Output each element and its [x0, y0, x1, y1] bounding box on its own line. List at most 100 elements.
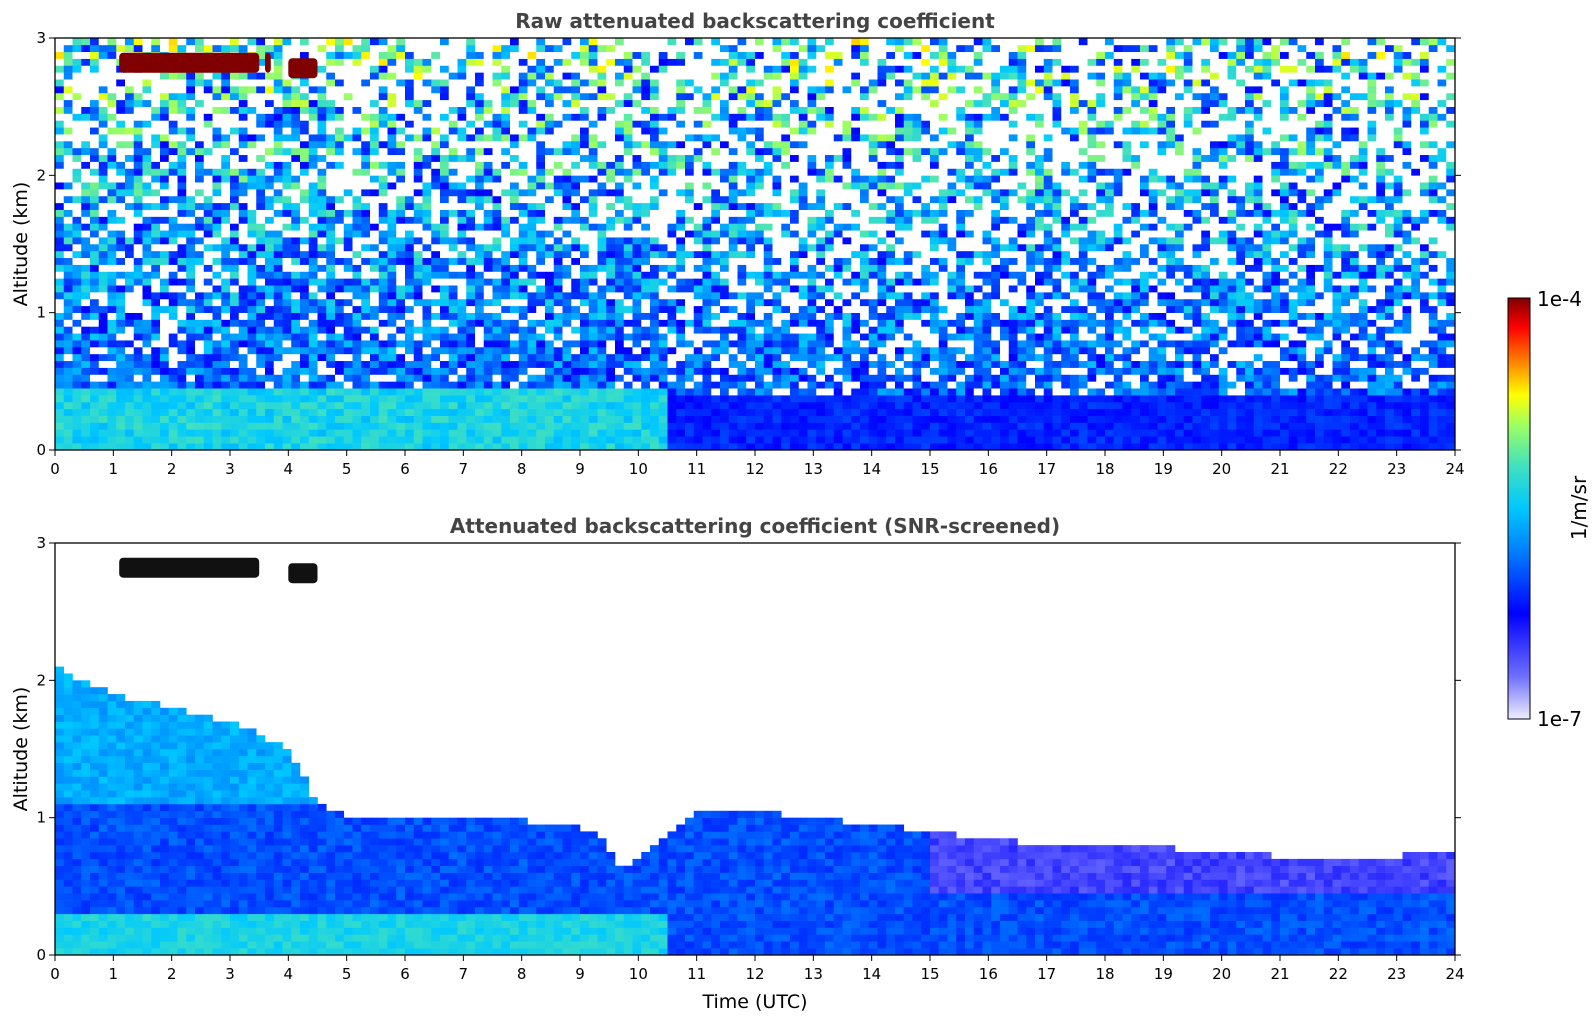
heatmap-cell [352, 395, 362, 403]
heatmap-cell [702, 429, 712, 437]
heatmap-cell [317, 401, 327, 410]
heatmap-cell [125, 175, 135, 183]
heatmap-cell [107, 65, 117, 73]
heatmap-cell [352, 202, 362, 210]
heatmap-cell [282, 189, 292, 197]
heatmap-cell [466, 92, 476, 101]
heatmap-cell [545, 99, 555, 107]
heatmap-cell [658, 230, 668, 238]
heatmap-cell [536, 298, 546, 307]
heatmap-cell [221, 333, 231, 341]
heatmap-cell [300, 230, 310, 238]
heatmap-cell [641, 175, 651, 183]
heatmap-cell [317, 278, 327, 286]
heatmap-cell [755, 127, 765, 135]
heatmap-cell [177, 312, 187, 320]
heatmap-cell [658, 312, 668, 320]
heatmap-cell [510, 38, 520, 46]
heatmap-cell [273, 367, 283, 375]
heatmap-cell [466, 312, 476, 320]
heatmap-cell [562, 168, 572, 176]
heatmap-cell [737, 195, 747, 204]
heatmap-cell [81, 72, 91, 80]
heatmap-cell [431, 326, 441, 334]
heatmap-cell [203, 408, 213, 416]
heatmap-cell [413, 347, 423, 355]
heatmap-cell [448, 141, 458, 149]
heatmap-cell [203, 285, 213, 293]
heatmap-cell [693, 38, 703, 46]
heatmap-cell [343, 429, 353, 437]
heatmap-cell [448, 429, 458, 437]
heatmap-cell [98, 189, 108, 197]
heatmap-cell [335, 347, 345, 355]
heatmap-cell [623, 216, 633, 224]
heatmap-cell [650, 408, 660, 416]
heatmap-cell [55, 44, 65, 53]
heatmap-cell [405, 244, 415, 252]
heatmap-cell [370, 415, 380, 423]
heatmap-cell [405, 408, 415, 416]
heatmap-cell [772, 127, 782, 135]
heatmap-cell [177, 257, 187, 265]
heatmap-cell [221, 168, 231, 176]
heatmap-cell [282, 292, 292, 300]
heatmap-cell [195, 106, 205, 114]
heatmap-cell [72, 113, 82, 121]
heatmap-cell [300, 79, 310, 87]
heatmap-cell [396, 154, 406, 162]
heatmap-cell [335, 312, 345, 320]
heatmap-cell [553, 38, 563, 46]
heatmap-cell [221, 401, 231, 410]
heatmap-cell [273, 209, 283, 217]
heatmap-cell [650, 134, 660, 142]
heatmap-cell [72, 312, 82, 320]
heatmap-cell [588, 195, 598, 204]
heatmap-cell [545, 436, 555, 444]
heatmap-cell [475, 127, 485, 135]
heatmap-cell [623, 44, 633, 53]
heatmap-cell [221, 388, 231, 396]
heatmap-cell [772, 415, 782, 423]
heatmap-cell [606, 422, 616, 430]
heatmap-cell [151, 230, 161, 238]
heatmap-cell [63, 388, 73, 396]
heatmap-cell [693, 147, 703, 156]
heatmap-cell [431, 230, 441, 238]
heatmap-cell [615, 106, 625, 114]
heatmap-cell [265, 189, 275, 197]
heatmap-cell [650, 147, 660, 156]
heatmap-cell [282, 134, 292, 142]
heatmap-cell [405, 195, 415, 204]
heatmap-cell [107, 415, 117, 423]
heatmap-cell [282, 99, 292, 107]
heatmap-cell [553, 147, 563, 156]
heatmap-cell [177, 230, 187, 238]
heatmap-cell [518, 168, 528, 176]
heatmap-cell [440, 422, 450, 430]
heatmap-cell [133, 436, 143, 444]
heatmap-cell [422, 72, 432, 80]
heatmap-cell [343, 120, 353, 128]
heatmap-cell [300, 360, 310, 368]
heatmap-cell [492, 292, 502, 300]
heatmap-cell [212, 79, 222, 87]
heatmap-cell [755, 86, 765, 94]
heatmap-cell [151, 161, 161, 169]
heatmap-cell [746, 333, 756, 341]
heatmap-cell [63, 395, 73, 403]
heatmap-cell [772, 58, 782, 66]
heatmap-cell [81, 319, 91, 327]
heatmap-cell [571, 340, 581, 348]
heatmap-cell [763, 319, 773, 327]
heatmap-cell [168, 443, 178, 450]
heatmap-cell [405, 292, 415, 300]
heatmap-cell [308, 189, 318, 197]
heatmap-cell [483, 415, 493, 423]
heatmap-cell [55, 401, 65, 410]
heatmap-cell [55, 271, 65, 279]
heatmap-cell [256, 237, 266, 245]
heatmap-cell [387, 86, 397, 94]
heatmap-cell [553, 388, 563, 396]
heatmap-cell [247, 278, 257, 286]
